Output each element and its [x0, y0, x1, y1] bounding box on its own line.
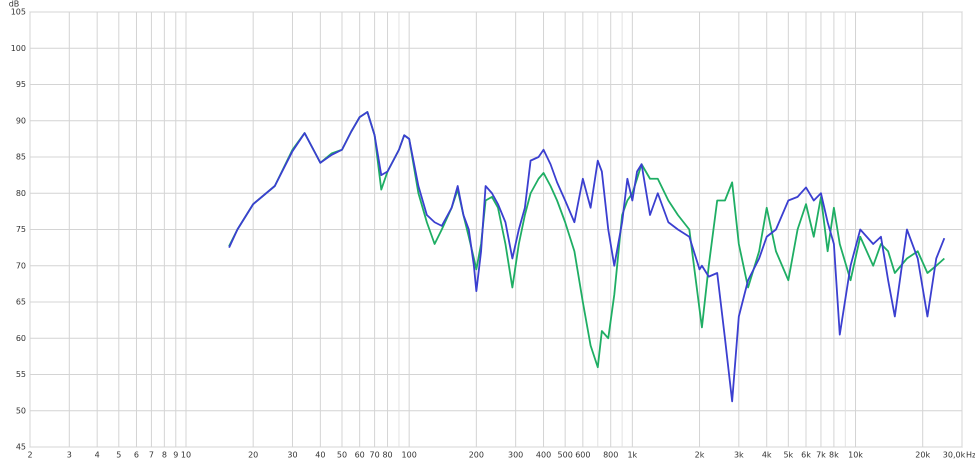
x-tick-label: 20k: [915, 451, 930, 460]
x-tick-label: 30: [287, 451, 297, 460]
y-tick-label: 50: [16, 406, 26, 415]
y-tick-label: 60: [16, 334, 26, 343]
x-tick-label: 2: [27, 451, 32, 460]
x-tick-label: 6k: [801, 451, 811, 460]
series-line: [228, 111, 945, 369]
x-tick-label: 4: [95, 451, 100, 460]
y-tick-label: 65: [16, 298, 26, 307]
y-tick-label: 85: [16, 153, 26, 162]
x-tick-label: 8k: [829, 451, 839, 460]
x-tick-label: 100: [402, 451, 417, 460]
x-tick-label: 500: [558, 451, 573, 460]
y-tick-label: 70: [16, 261, 26, 270]
x-tick-label: 80: [382, 451, 392, 460]
series-line: [228, 111, 946, 403]
x-tick-label: 2k: [695, 451, 705, 460]
x-tick-label: 5k: [783, 451, 793, 460]
x-tick-label: 10k: [848, 451, 863, 460]
y-tick-label: 55: [16, 370, 26, 379]
y-axis-label: dB: [9, 0, 20, 9]
y-tick-label: 100: [11, 44, 26, 53]
x-tick-label: 20: [248, 451, 258, 460]
y-tick-label: 80: [16, 189, 26, 198]
x-tick-label: 800: [603, 451, 618, 460]
x-tick-label: 60: [355, 451, 365, 460]
x-tick-label: 30,0k: [943, 451, 966, 460]
x-tick-label: 9: [173, 451, 178, 460]
x-tick-label: 7k: [816, 451, 826, 460]
x-tick-label: 70: [370, 451, 380, 460]
x-tick-label: 40: [315, 451, 325, 460]
x-tick-label: 6: [134, 451, 139, 460]
grid: [29, 11, 963, 448]
y-tick-label: 90: [16, 116, 26, 125]
y-tick-label: 75: [16, 225, 26, 234]
x-tick-label: 4k: [762, 451, 772, 460]
x-tick-label: 3k: [734, 451, 744, 460]
x-tick-label: 7: [149, 451, 154, 460]
x-unit-label: Hz: [966, 451, 975, 460]
x-tick-label: 400: [536, 451, 551, 460]
plot-lines: [228, 111, 946, 403]
x-tick-label: 300: [508, 451, 523, 460]
x-tick-label: 10: [181, 451, 191, 460]
x-tick-label: 5: [116, 451, 121, 460]
x-tick-label: 50: [337, 451, 347, 460]
x-tick-label: 1k: [627, 451, 637, 460]
x-tick-label: 600: [575, 451, 590, 460]
y-tick-label: 105: [11, 8, 26, 17]
y-tick-label: 95: [16, 80, 26, 89]
x-tick-label: 3: [67, 451, 72, 460]
y-tick-label: 45: [16, 443, 26, 452]
x-tick-label: 200: [469, 451, 484, 460]
x-tick-label: 8: [162, 451, 167, 460]
